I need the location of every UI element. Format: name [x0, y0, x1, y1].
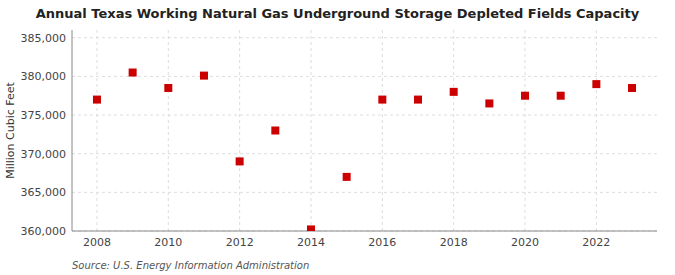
point: [557, 92, 565, 100]
point: [271, 127, 279, 135]
point: [164, 84, 172, 92]
y-tick-label: 365,000: [21, 186, 67, 199]
point: [236, 157, 244, 165]
point: [628, 84, 636, 92]
y-grid-line: [72, 153, 657, 154]
x-tick-label: 2008: [83, 236, 111, 249]
y-grid-line: [72, 231, 657, 232]
point: [200, 72, 208, 80]
x-grid-line: [382, 30, 383, 231]
y-tick-label: 375,000: [21, 109, 67, 122]
x-grid-line: [453, 30, 454, 231]
y-tick-label: 380,000: [21, 70, 67, 83]
x-grid-line: [168, 30, 169, 231]
y-grid-line: [72, 76, 657, 77]
point: [129, 69, 137, 77]
x-tick-label: 2018: [440, 236, 468, 249]
chart: Annual Texas Working Natural Gas Undergr…: [0, 0, 675, 275]
y-grid-line: [72, 37, 657, 38]
y-axis-line: [72, 30, 73, 231]
point: [485, 99, 493, 107]
points: [93, 69, 636, 231]
x-tick-label: 2012: [226, 236, 254, 249]
point: [378, 96, 386, 104]
grid: [72, 30, 657, 231]
x-tick-label: 2010: [154, 236, 182, 249]
title: Annual Texas Working Natural Gas Undergr…: [36, 6, 640, 21]
point: [343, 173, 351, 181]
point: [414, 96, 422, 104]
x-axis-line: [72, 231, 657, 232]
source-note: Source: U.S. Energy Information Administ…: [72, 260, 309, 271]
point: [592, 80, 600, 88]
x-tick-label: 2022: [582, 236, 610, 249]
x-tick-label: 2014: [297, 236, 325, 249]
y-tick-label: 385,000: [21, 32, 67, 45]
y-tick-label: 360,000: [21, 225, 67, 238]
x-tick-label: 2016: [368, 236, 396, 249]
x-grid-line: [525, 30, 526, 231]
point: [93, 96, 101, 104]
x-grid-line: [596, 30, 597, 231]
y-grid-line: [72, 192, 657, 193]
point: [450, 88, 458, 96]
x-grid-line: [310, 30, 311, 231]
y-axis-label: Million Cubic Feet: [4, 81, 17, 178]
point: [307, 225, 315, 231]
point: [521, 92, 529, 100]
y-grid-line: [72, 115, 657, 116]
x-tick-label: 2020: [511, 236, 539, 249]
y-tick-label: 370,000: [21, 148, 67, 161]
x-grid-line: [239, 30, 240, 231]
x-grid-line: [96, 30, 97, 231]
